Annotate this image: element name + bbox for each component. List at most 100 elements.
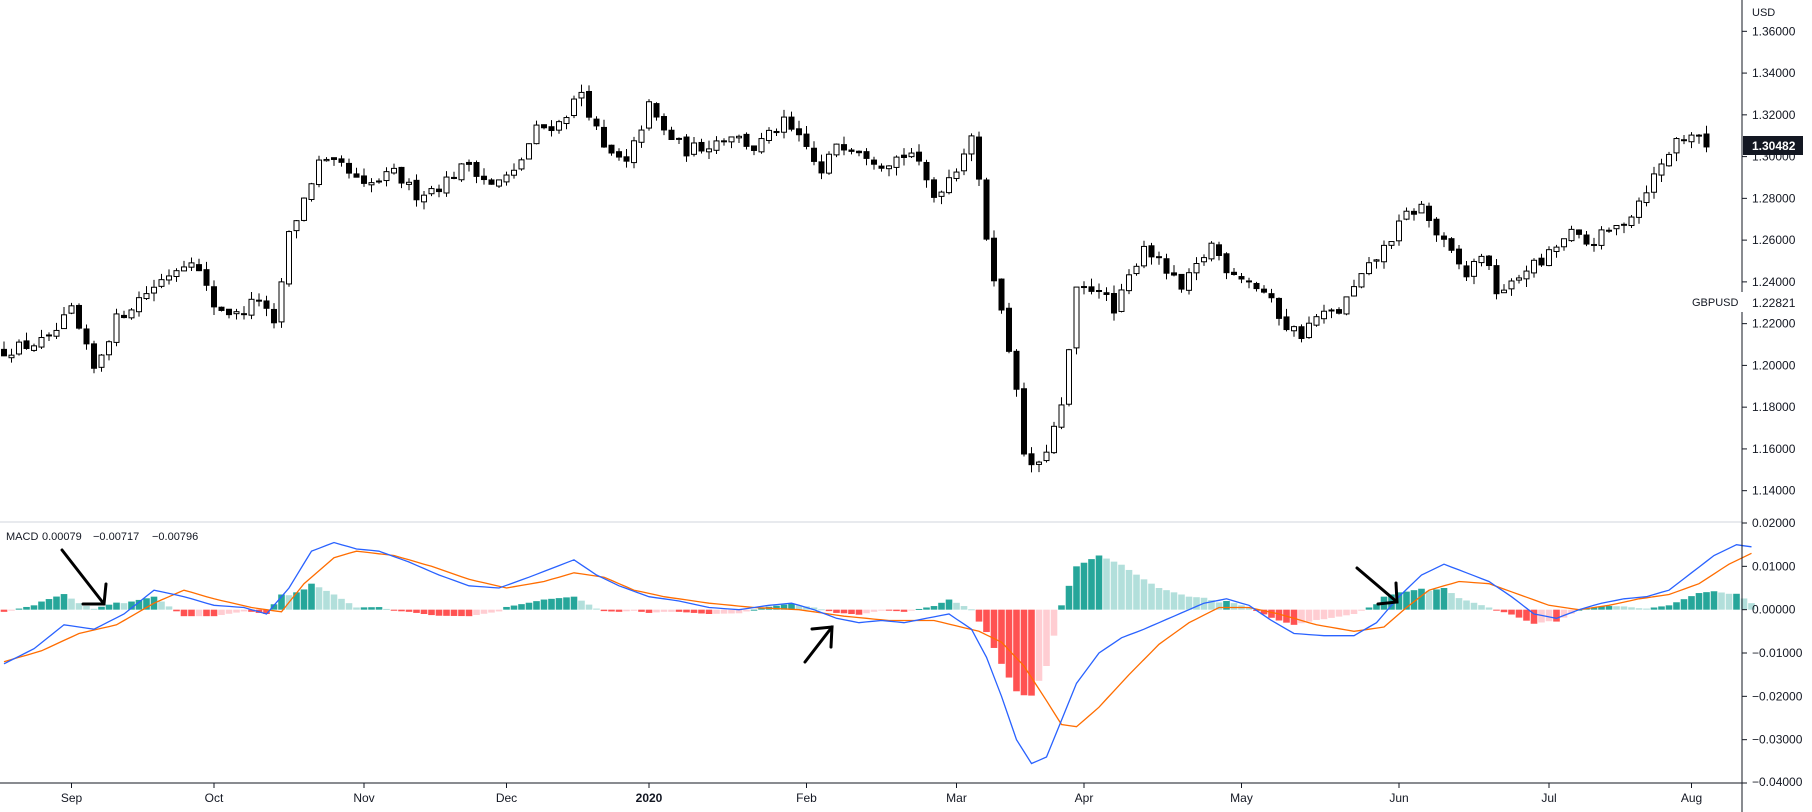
candle[interactable]: [8, 348, 15, 363]
candle[interactable]: [1163, 253, 1170, 280]
candle[interactable]: [1643, 185, 1650, 207]
candle[interactable]: [1471, 258, 1477, 285]
candle[interactable]: [1336, 307, 1342, 315]
candle[interactable]: [608, 144, 615, 156]
candle[interactable]: [1058, 397, 1065, 430]
candle[interactable]: [916, 144, 922, 166]
candle[interactable]: [1283, 308, 1290, 332]
candle[interactable]: [1403, 207, 1410, 221]
candle[interactable]: [1703, 125, 1710, 153]
candle[interactable]: [406, 178, 412, 191]
candle[interactable]: [121, 310, 127, 319]
candle[interactable]: [1148, 242, 1155, 265]
candle[interactable]: [151, 279, 157, 302]
candle[interactable]: [143, 286, 150, 300]
candle[interactable]: [383, 167, 390, 187]
candle[interactable]: [841, 136, 847, 156]
candle[interactable]: [1636, 197, 1642, 224]
candle[interactable]: [308, 182, 315, 202]
candle[interactable]: [586, 85, 592, 121]
candle[interactable]: [421, 191, 427, 210]
candle[interactable]: [1, 341, 7, 357]
candle[interactable]: [1568, 225, 1575, 242]
candle[interactable]: [728, 136, 735, 149]
candle[interactable]: [1223, 252, 1230, 280]
candle[interactable]: [1613, 224, 1620, 236]
candle[interactable]: [1246, 277, 1252, 289]
candle[interactable]: [331, 157, 337, 166]
candle[interactable]: [1486, 255, 1492, 271]
candle[interactable]: [1118, 283, 1125, 313]
candle[interactable]: [1268, 288, 1275, 303]
candle[interactable]: [271, 303, 277, 329]
candle[interactable]: [691, 136, 697, 157]
candle[interactable]: [1508, 278, 1515, 296]
candle[interactable]: [1171, 265, 1177, 277]
candle[interactable]: [713, 136, 720, 154]
candle[interactable]: [788, 111, 795, 132]
candle[interactable]: [1523, 265, 1530, 288]
candle[interactable]: [1463, 260, 1470, 282]
candle[interactable]: [1598, 226, 1605, 250]
candle[interactable]: [376, 178, 382, 184]
candle[interactable]: [113, 308, 120, 347]
candle[interactable]: [1193, 257, 1200, 281]
candle[interactable]: [1538, 253, 1545, 267]
candle[interactable]: [1501, 284, 1507, 294]
candle[interactable]: [1441, 232, 1447, 248]
candle[interactable]: [856, 150, 862, 157]
candle[interactable]: [428, 185, 435, 197]
candle[interactable]: [518, 157, 525, 171]
candle[interactable]: [1546, 246, 1552, 267]
macd-line[interactable]: [3, 541, 1752, 765]
candle[interactable]: [1688, 132, 1695, 149]
candle[interactable]: [1253, 281, 1260, 292]
candle[interactable]: [286, 230, 292, 287]
candle[interactable]: [23, 332, 30, 350]
candle[interactable]: [1313, 313, 1320, 327]
candle[interactable]: [923, 159, 930, 188]
candle[interactable]: [668, 126, 675, 141]
candle[interactable]: [263, 295, 270, 317]
candle[interactable]: [203, 261, 210, 291]
candle[interactable]: [1306, 316, 1312, 339]
candle[interactable]: [1201, 254, 1207, 266]
candle[interactable]: [1036, 460, 1042, 473]
candle[interactable]: [241, 306, 247, 320]
candle[interactable]: [323, 157, 330, 162]
candle[interactable]: [248, 291, 255, 320]
candle[interactable]: [1673, 137, 1680, 162]
candle[interactable]: [653, 102, 660, 121]
candle[interactable]: [998, 278, 1005, 314]
candle[interactable]: [698, 138, 705, 154]
candle[interactable]: [601, 119, 607, 148]
candle[interactable]: [1576, 229, 1582, 239]
candle[interactable]: [496, 179, 502, 189]
candle[interactable]: [391, 163, 397, 175]
macd-axis[interactable]: 0.02000 0.01000 0.00000 −0.01000 −0.02000 −0.…: [1742, 516, 1803, 789]
macd-legend[interactable]: MACD 0.00079 −0.00717 −0.00796: [6, 531, 198, 543]
candle[interactable]: [1696, 133, 1702, 144]
candle[interactable]: [848, 148, 855, 155]
signal-line[interactable]: [3, 550, 1752, 728]
candle[interactable]: [938, 190, 945, 205]
candle[interactable]: [706, 140, 712, 159]
candle[interactable]: [548, 120, 555, 137]
candle[interactable]: [1096, 283, 1102, 299]
candle[interactable]: [638, 125, 645, 148]
candle[interactable]: [76, 303, 82, 330]
candle[interactable]: [541, 124, 547, 130]
candle[interactable]: [878, 163, 885, 172]
candle[interactable]: [398, 166, 405, 189]
candle[interactable]: [526, 143, 532, 160]
candle[interactable]: [571, 95, 577, 119]
candle[interactable]: [1351, 279, 1357, 297]
candle[interactable]: [1208, 241, 1215, 262]
candle[interactable]: [158, 273, 165, 289]
candle[interactable]: [481, 168, 487, 185]
candle[interactable]: [16, 339, 22, 356]
candle[interactable]: [1073, 286, 1080, 355]
candle[interactable]: [346, 158, 352, 179]
candle[interactable]: [818, 154, 825, 180]
candle[interactable]: [1021, 382, 1027, 457]
